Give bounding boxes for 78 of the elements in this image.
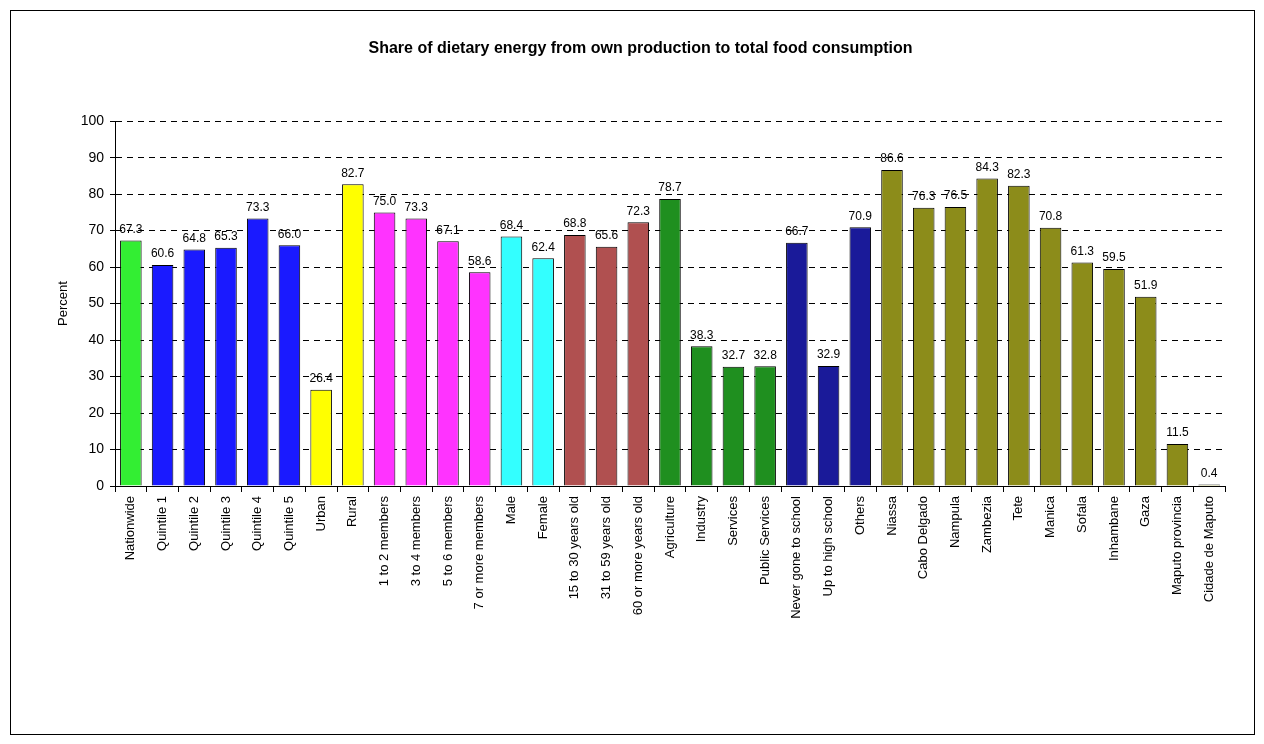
data-label: 66.7 (785, 223, 809, 238)
data-label: 73.3 (404, 199, 429, 214)
y-tick-label: 100 (80, 112, 105, 129)
x-tick-label: Never gone to school (788, 495, 804, 619)
x-tick-label: Others (851, 495, 867, 536)
y-tick-label: 70 (88, 221, 105, 238)
y-tick-label: 10 (88, 440, 105, 457)
x-tick-label: Quintile 1 (154, 496, 170, 551)
data-label: 32.9 (816, 347, 841, 362)
data-label: 78.7 (658, 180, 682, 195)
y-tick-label: 50 (88, 294, 105, 311)
x-tick-label: Industry (693, 495, 709, 543)
data-label: 32.8 (753, 347, 778, 362)
x-tick-label: Public Services (756, 495, 772, 585)
data-label: 62.4 (531, 239, 556, 254)
data-label: 84.3 (975, 159, 1000, 174)
data-label: 70.8 (1038, 209, 1063, 224)
x-tick-label: 1 to 2 members (376, 495, 392, 587)
data-label: 68.4 (499, 217, 524, 232)
data-label: 59.5 (1102, 250, 1126, 265)
data-label: 60.6 (150, 246, 175, 261)
x-tick-label: Services (725, 495, 741, 546)
chart-title: Share of dietary energy from own production to total food consumption (368, 39, 913, 57)
data-label: 61.3 (1070, 243, 1095, 258)
x-tick-label: 60 or more years old (629, 496, 645, 616)
x-tick-label: Cabo Delgado (915, 496, 931, 580)
x-tick-label: Nationwide (122, 496, 138, 561)
x-tick-label: Rural (344, 495, 360, 528)
x-tick-label: Manica (1042, 495, 1058, 538)
data-label: 68.8 (563, 216, 587, 231)
y-tick-label: 80 (88, 185, 105, 202)
x-tick-label: Sofala (1073, 495, 1089, 533)
data-label: 58.6 (468, 253, 492, 268)
x-tick-label: Quintile 2 (185, 496, 201, 551)
x-tick-label: Nampula (947, 495, 963, 549)
x-tick-label: Inhambane (1105, 496, 1121, 562)
y-tick-label: 90 (88, 148, 105, 165)
data-label: 72.3 (626, 203, 651, 218)
data-label: 32.7 (721, 348, 746, 363)
data-label: 64.8 (182, 230, 207, 245)
x-tick-label: Cidade de Maputo (1200, 496, 1216, 603)
x-tick-label: Male (503, 496, 519, 525)
x-tick-label: Maputo provincia (1169, 495, 1185, 595)
data-label: 70.9 (848, 208, 873, 223)
x-tick-label: 31 to 59 years old (598, 496, 614, 600)
y-tick-label: 0 (96, 476, 105, 493)
x-tick-label: Niassa (883, 495, 899, 536)
y-tick-label: 60 (88, 257, 105, 274)
data-label: 11.5 (1166, 425, 1189, 440)
x-tick-label: Gaza (1137, 495, 1153, 528)
data-label: 75.0 (372, 193, 397, 208)
data-label: 0.4 (1200, 465, 1218, 480)
x-tick-label: 15 to 30 years old (566, 496, 582, 600)
y-axis-title: Percent (55, 280, 71, 327)
x-tick-label: Agriculture (661, 496, 677, 559)
y-tick-label: 20 (88, 403, 105, 420)
x-tick-label: Quintile 5 (281, 496, 297, 551)
data-label: 66.0 (277, 226, 302, 241)
x-tick-label: Up to high school (820, 495, 836, 597)
data-label: 67.1 (436, 222, 460, 237)
data-label: 65.3 (214, 229, 238, 244)
x-tick-label: Quintile 4 (249, 496, 265, 551)
data-label: 73.3 (246, 199, 270, 214)
x-tick-label: Female (534, 496, 550, 540)
data-label: 82.7 (341, 165, 365, 180)
data-label: 51.9 (1134, 277, 1158, 292)
x-tick-label: Tete (1010, 496, 1026, 521)
y-tick-label: 40 (88, 330, 105, 347)
x-tick-label: 7 or more members (471, 495, 487, 610)
x-tick-label: 3 to 4 members (407, 495, 423, 587)
x-tick-label: Zambezia (978, 495, 994, 554)
data-label: 82.3 (1007, 167, 1031, 182)
y-tick-label: 30 (88, 367, 105, 384)
data-label: 38.3 (690, 327, 714, 342)
x-tick-label: Quintile 3 (217, 496, 233, 551)
x-tick-label: 5 to 6 members (439, 495, 455, 587)
x-tick-label: Urban (312, 496, 328, 532)
data-label: 67.3 (119, 221, 143, 236)
